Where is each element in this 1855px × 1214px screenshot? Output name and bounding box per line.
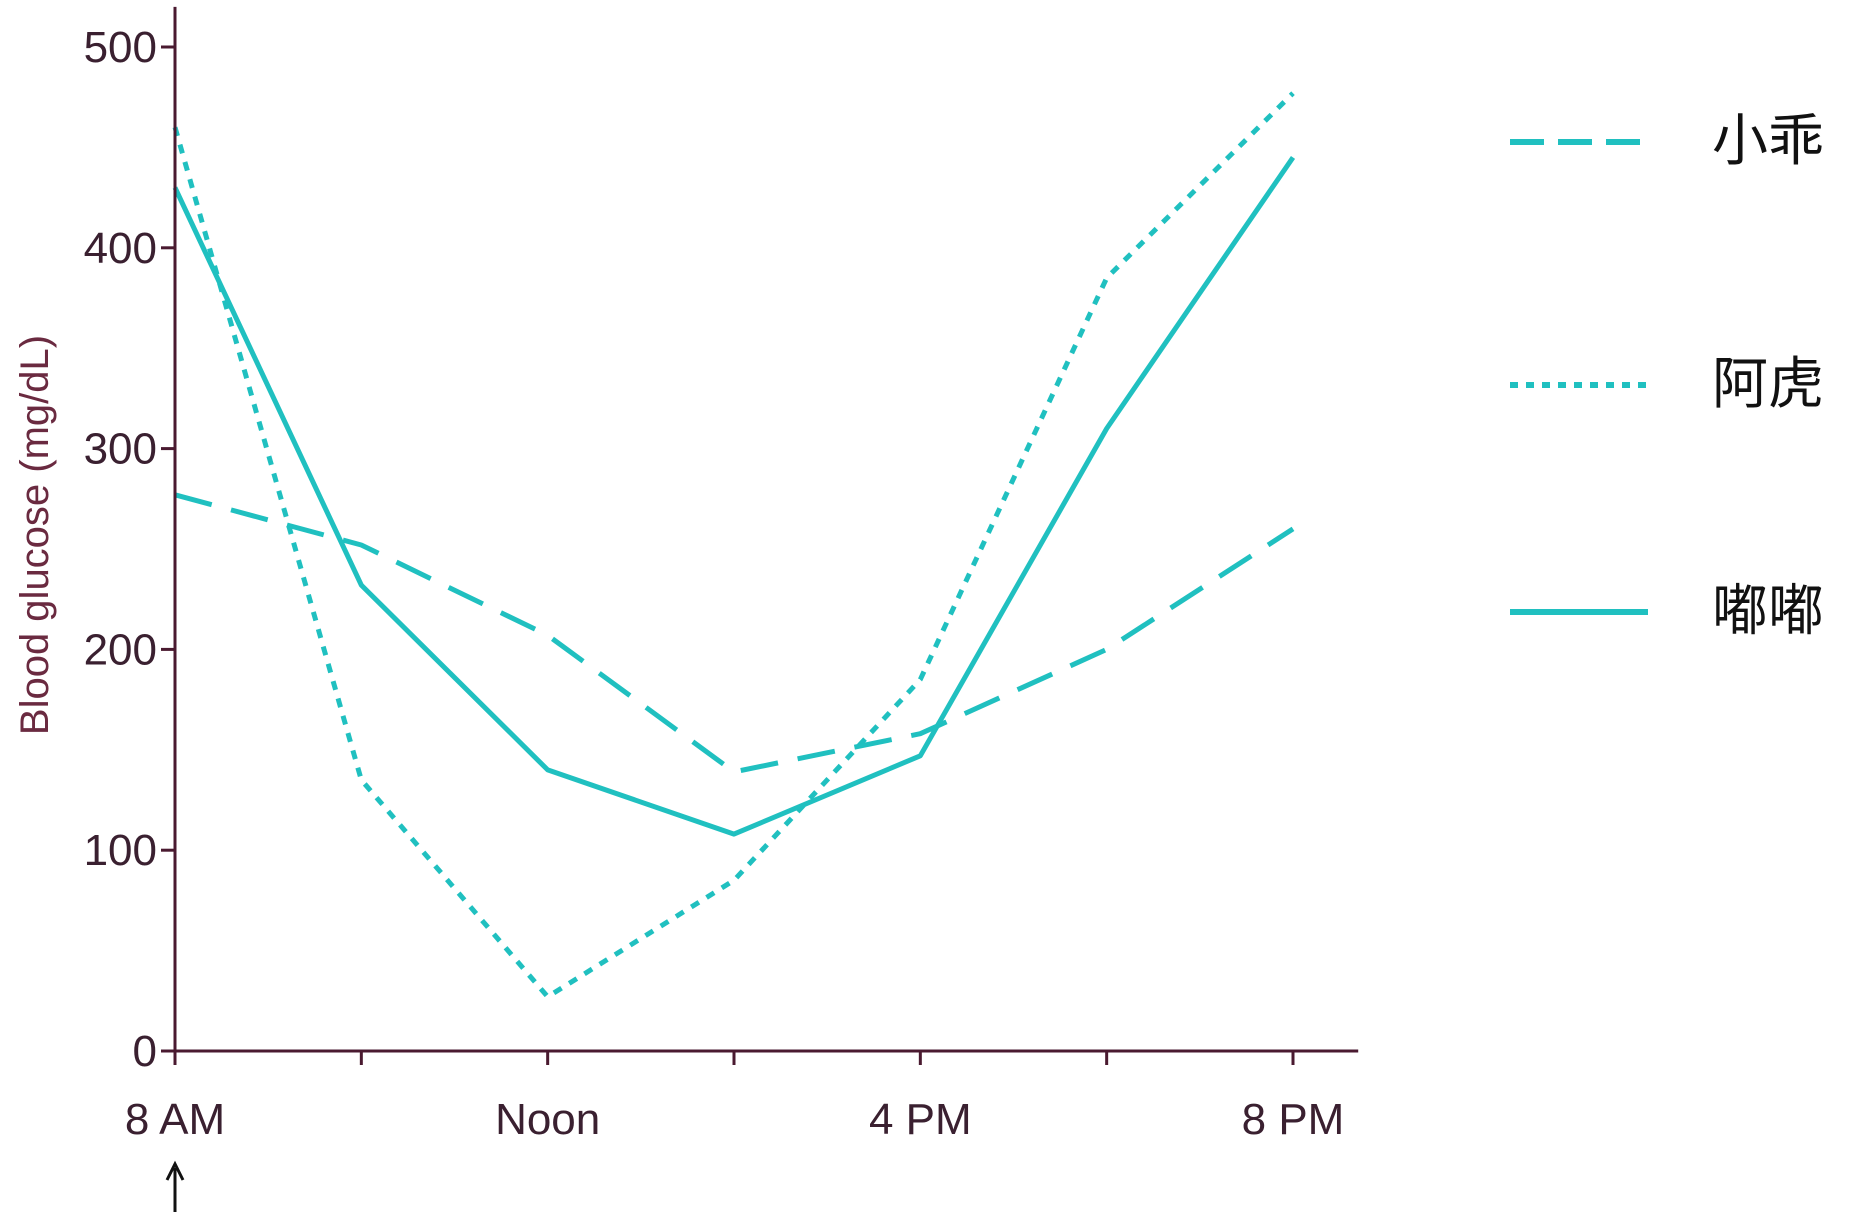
start-arrow-head bbox=[165, 1160, 185, 1181]
y-tick-label-200: 200 bbox=[84, 625, 157, 674]
series-line-3 bbox=[172, 155, 1296, 837]
series-lines bbox=[172, 91, 1296, 1000]
y-tick-label-0: 0 bbox=[133, 1027, 157, 1076]
legend-label-3: 嘟嘟 bbox=[1712, 579, 1824, 644]
legend-label-1: 小乖 bbox=[1712, 109, 1824, 174]
y-tick-label-300: 300 bbox=[84, 425, 157, 474]
legend-label-2: 阿虎 bbox=[1712, 352, 1824, 417]
x-tick-label-3: 8 PM bbox=[1242, 1095, 1345, 1144]
y-tick-label-400: 400 bbox=[84, 224, 157, 273]
y-tick-label-500: 500 bbox=[84, 23, 157, 72]
x-tick-label-2: 4 PM bbox=[869, 1095, 972, 1144]
axes: 0 100 200 300 400 500 8 AM Noon 4 PM 8 PM bbox=[84, 6, 1359, 1212]
x-tick-label-1: Noon bbox=[495, 1095, 600, 1144]
y-tick-label-100: 100 bbox=[84, 826, 157, 875]
series-line-1 bbox=[174, 492, 1295, 775]
x-tick-label-0: 8 AM bbox=[125, 1095, 225, 1144]
y-axis-title: Blood glucose (mg/dL) bbox=[13, 335, 57, 735]
